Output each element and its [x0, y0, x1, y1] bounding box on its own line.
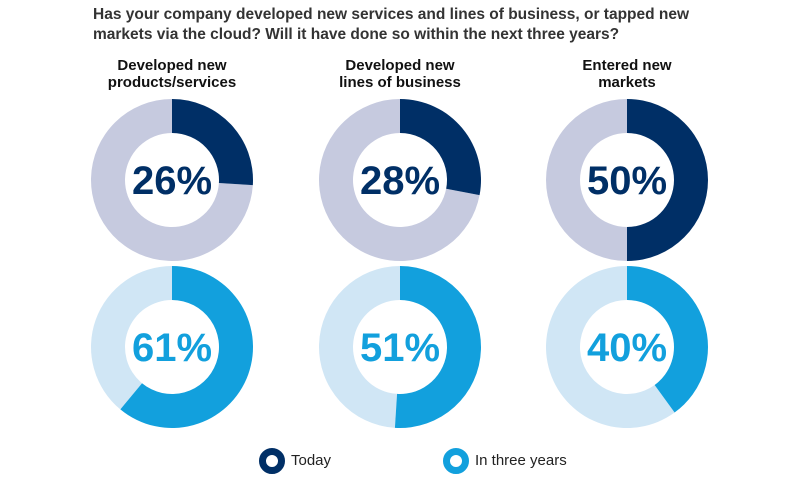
donut-today-products-services: 26% [91, 99, 253, 261]
category-header-line-2: markets [598, 74, 656, 91]
donut-value-slice [120, 266, 254, 428]
donut-value-slice [627, 99, 708, 261]
legend-swatch-in-three-years [443, 448, 469, 474]
legend-label-in-three-years: In three years [475, 452, 567, 469]
donut-remainder-slice [546, 99, 627, 261]
donut-remainder-slice [90, 266, 172, 410]
donut-chart-area: 26% 28% 50% 61% 51% 40% [90, 99, 708, 428]
donut-remainder-slice [318, 99, 480, 261]
legend-swatch-today [259, 448, 285, 474]
donut-in-three-years-lines-of-business: 51% [318, 266, 481, 428]
donut-today-new-markets: 50% [546, 99, 708, 261]
donut-value-slice [394, 266, 481, 428]
donut-percent-label: 50% [587, 159, 667, 203]
donut-percent-label: 51% [360, 326, 440, 370]
category-header-products-services: Developed new products/services [72, 57, 272, 91]
category-header-line-2: products/services [107, 74, 237, 91]
donut-remainder-slice [318, 266, 400, 428]
donut-in-three-years-products-services: 61% [90, 266, 254, 428]
chart-title: Has your company developed new services … [93, 5, 733, 45]
donut-value-slice [172, 99, 253, 186]
donut-remainder-slice [546, 265, 675, 428]
category-header-line-1: Developed new [345, 57, 455, 74]
donut-remainder-slice [91, 99, 253, 261]
category-header-line-1: Developed new [117, 57, 227, 74]
category-header-line-1: Entered new [582, 57, 672, 74]
chart-title-line-1: Has your company developed new services … [93, 6, 690, 23]
donut-today-lines-of-business: 28% [318, 99, 482, 261]
chart-title-line-2: markets via the cloud? Will it have done… [93, 26, 620, 43]
donut-percent-label: 61% [132, 326, 212, 370]
donut-value-slice [627, 266, 708, 413]
category-header-line-2: lines of business [339, 74, 461, 91]
donut-percent-label: 26% [132, 159, 212, 203]
donut-percent-label: 40% [587, 326, 667, 370]
legend-label-today: Today [291, 452, 332, 469]
category-header-new-markets: Entered new markets [527, 57, 727, 91]
donut-in-three-years-new-markets: 40% [546, 265, 708, 428]
category-header-lines-of-business: Developed new lines of business [300, 57, 500, 91]
donut-value-slice [400, 99, 482, 196]
donut-percent-label: 28% [360, 159, 440, 203]
